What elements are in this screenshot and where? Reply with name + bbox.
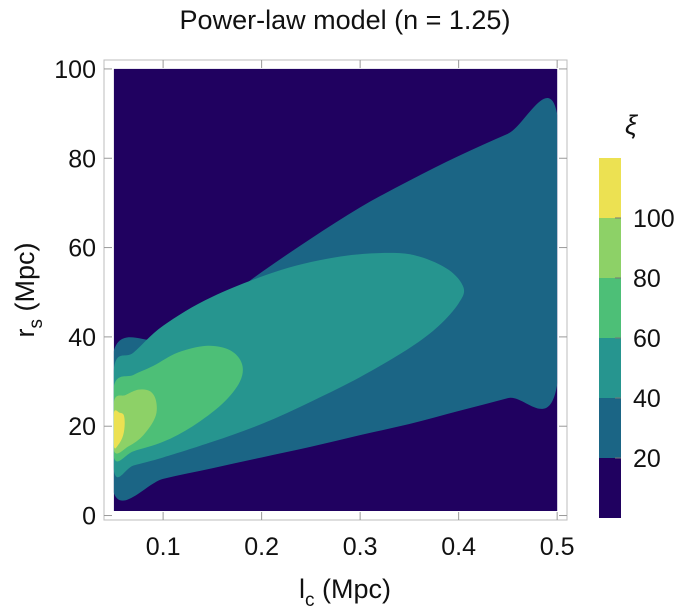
contour-regions [113,97,558,501]
y-axis-label: rs (Mpc) [10,243,47,338]
x-tick-label: 0.4 [441,533,476,561]
x-tick-label: 0.2 [244,533,279,561]
y-axis-label-sub: s [26,319,47,329]
y-tick-label: 40 [68,324,96,352]
colorbar-tick-label: 60 [633,325,661,353]
colorbar-tick-label: 80 [633,265,661,293]
colorbar-ticks: 20 40 60 80 100 [615,205,675,473]
x-axis-ticks: 0.1 0.2 0.3 0.4 0.5 [146,60,575,561]
y-axis-ticks: 0 20 40 60 80 100 [54,56,567,531]
x-tick-label: 0.3 [343,533,378,561]
x-tick-label: 0.1 [146,533,181,561]
colorbar-level-80-100 [599,218,621,278]
x-axis-label: lc (Mpc) [299,574,391,611]
colorbar-levels [599,158,621,518]
colorbar-tick-label: 20 [633,445,661,473]
colorbar-level-20-40 [599,398,621,458]
x-axis-label-main: l [299,574,305,604]
y-tick-label: 0 [82,503,96,531]
colorbar-level-0-20 [599,458,621,518]
x-axis-label-sub: c [305,590,315,611]
y-tick-label: 60 [68,235,96,263]
contour-region-100-120 [113,410,125,449]
y-tick-label: 100 [54,56,96,84]
contour-region-80-100 [113,389,157,454]
y-tick-label: 80 [68,145,96,173]
contour-region-40-60 [113,252,465,478]
colorbar-level-100-120 [599,158,621,218]
y-axis-label-unit: (Mpc) [10,243,40,320]
x-tick-label: 0.5 [540,533,575,561]
contour-region-60-80 [113,345,243,462]
colorbar-level-60-80 [599,278,621,338]
colorbar-tick-label: 40 [633,385,661,413]
plot-area [113,68,558,512]
chart-title: Power-law model (n = 1.25) [180,5,511,35]
plot-frame [103,59,568,521]
colorbar: ξ 20 40 60 80 100 [599,110,675,518]
colorbar-tick-label: 100 [633,205,675,233]
y-tick-label: 20 [68,413,96,441]
y-axis-label-main: r [10,329,40,338]
colorbar-title: ξ [625,110,639,140]
colorbar-level-40-60 [599,338,621,398]
x-axis-label-unit: (Mpc) [315,574,392,604]
